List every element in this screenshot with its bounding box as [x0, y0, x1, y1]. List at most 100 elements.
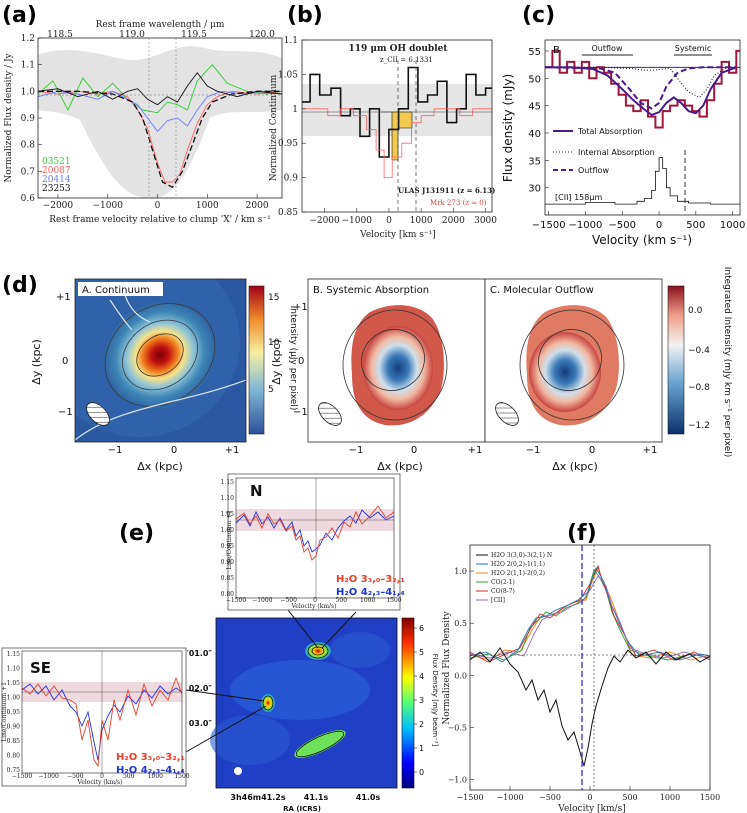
panel-f-xtick-1: −1000 [496, 793, 523, 802]
panel-a-legend-20414: 20414 [42, 175, 71, 185]
panel-d-c-xtick-0: −1 [526, 445, 541, 456]
panel-e-cb-tick-4: 2 [419, 720, 424, 729]
panel-b-xtick-0: −2000 [309, 216, 340, 226]
panel-d-bc-cb-tick-3: −1.2 [688, 421, 710, 431]
panel-a-xtick-3: 1000 [196, 201, 219, 211]
panel-e-source-se-contour [262, 695, 274, 711]
panel-c-legend-outflow: Outflow [578, 166, 609, 175]
panel-e-cb-tick-1: 5 [419, 648, 424, 657]
panel-a-xtick-1: −1000 [92, 201, 123, 211]
panel-e-connector-se-2 [185, 705, 267, 753]
panel-e-dec-tick-1: 02.0″ [189, 684, 213, 693]
panel-e-inset-n-ylabel: Line/Continuum +1 [226, 510, 233, 570]
panel-d-b-ytick-2: −1 [293, 407, 308, 418]
panel-e-inset-se-xtick-1: −1000 [39, 773, 59, 780]
panel-a-top-tick-1: 119.0 [119, 30, 145, 40]
panel-a-ytick-4: 1.0 [21, 87, 36, 97]
panel-e-inset-se-ytick-3: 1.00 [7, 695, 21, 702]
panel-d-bc-cb-tick-1: −0.4 [688, 346, 710, 356]
panel-f-ylabel: Normalized Flux Density [442, 610, 452, 724]
panel-e-inset-se-ytick-8: 0.75 [7, 767, 21, 774]
panel-f-xtick-3: 0 [587, 793, 592, 802]
panel-d-a-contour-3 [136, 333, 184, 377]
panel-b: 119 μm OH doublet z_CII = 6.1331 ULAS J1… [269, 36, 497, 240]
panel-d-a-arc-1 [75, 379, 246, 441]
panel-b-frame [301, 39, 493, 213]
panel-f-ticks: −1500 −1000 −500 0 500 1000 1500 1.0 0.5 0.0 −0.5 −… [448, 567, 721, 802]
panel-e-inset-se-ytick-2: 1.05 [7, 680, 21, 687]
panel-f-series-h2o-202 [470, 566, 710, 663]
panel-f-ytick-4: −1.0 [448, 776, 467, 785]
panel-c-ytick-4: 50 [528, 74, 541, 85]
panel-e-source-n [305, 642, 331, 660]
panel-c-xtick-5: 1000 [720, 220, 745, 231]
panel-f-series-h2o-330 [470, 647, 710, 767]
panel-d-map-outflow [485, 279, 662, 442]
panel-e-inset-n-ytick-1: 1.10 [221, 495, 235, 502]
panel-b-xtick-1: −1000 [342, 216, 373, 226]
panel-b-ytick-1: 0.9 [284, 174, 299, 184]
panel-e: −52°05′01.0″ 02.0″ 03.0″ 3h46m41.2s 41.1… [1, 473, 439, 813]
panel-f-xtick-5: 1000 [660, 793, 680, 802]
panel-b-xtick-4: 2000 [442, 216, 465, 226]
panel-a-ytick-0: 0.6 [21, 194, 36, 204]
panel-e-cb-tick-3: 3 [419, 696, 424, 705]
panel-e-inset-n-xtick-4: 500 [336, 597, 348, 604]
panel-b-ticks: −2000 −1000 0 1000 2000 3000 0.85 0.9 0.95 1 1.05 1… [278, 36, 497, 226]
panel-d-c-title: C. Molecular Outflow [490, 285, 594, 296]
panel-d-a-contour-1 [104, 303, 216, 407]
panel-d-b-title: B. Systemic Absorption [313, 285, 429, 296]
panel-e-inset-n [227, 473, 401, 611]
panel-d-a-cb-tick-1: 10 [268, 338, 280, 348]
panel-a-ticks: −2000 −1000 0 1000 2000 0.6 0.7 0.8 0.9 1.0 1.1 1.2 [21, 34, 269, 211]
panel-f-legend-4: CO(8-7) [491, 588, 515, 595]
panel-a-top-tick-2: 119.5 [181, 30, 207, 40]
panel-d-b-ytick-1: 0 [298, 356, 304, 367]
panel-c-series-1 [545, 66, 737, 117]
panel-label-b: (b) [287, 3, 323, 28]
panel-d: A. Continuum 15 10 5 Intensity (μJy per … [30, 267, 732, 473]
panel-e-inset-se-ytick-7: 0.80 [7, 753, 21, 760]
panel-d-a-contour-2 [122, 319, 198, 391]
panel-e-map-noise-2 [210, 715, 290, 765]
panel-d-c-beam-hatch [495, 402, 519, 426]
panel-f-ytick-2: 0.0 [454, 671, 467, 680]
panel-a-xtick-2: 0 [155, 201, 161, 211]
panel-a-legend-03521: 03521 [42, 157, 71, 167]
panel-c-ytick-5: 55 [528, 47, 541, 58]
panel-d-b-ytick-0: +1 [293, 302, 308, 313]
panel-e-cb-tick-6: 0 [419, 768, 424, 777]
panel-f-series-cii [470, 575, 710, 659]
panel-e-inset-se-xtick-4: 500 [123, 773, 135, 780]
panel-a-ytick-5: 1.1 [21, 61, 35, 71]
panel-d-a-source [103, 300, 217, 410]
panel-c-ylabel: Flux density (mJy) [501, 74, 515, 182]
panel-f-series-co87 [470, 564, 710, 663]
panel-b-ytick-0: 0.85 [278, 208, 298, 218]
panel-c-series-4 [545, 157, 740, 205]
panel-c-ytick-1: 35 [528, 156, 541, 167]
panel-label-a: (a) [2, 3, 37, 28]
panel-d-bc-cb-label: Integrated Intensity (mJy km s⁻¹ per pix… [722, 267, 732, 458]
panel-f-xtick-0: −1500 [456, 793, 483, 802]
panel-b-ylabel: Normalized Continuum [269, 74, 279, 181]
panel-d-b-contour-1 [342, 309, 448, 421]
panel-b-legend-mrk: Mrk 273 (z ≈ 0) [430, 199, 487, 207]
panel-d-a-colorbar [248, 285, 265, 435]
panel-d-b-beam-hatch [318, 402, 342, 426]
panel-c-series-2 [545, 66, 737, 99]
panel-d-a-title-box [78, 282, 163, 296]
panel-d-b-xtick-1: 0 [411, 445, 417, 456]
panel-c-legend-total: Total Absorption [577, 127, 643, 136]
panel-e-inset-se-ytick-1: 1.10 [7, 666, 21, 673]
panel-f-ytick-1: 0.5 [454, 619, 467, 628]
panel-f-legend-1: H2O 2(0,2)-1(1,1) [491, 561, 545, 568]
panel-e-inset-n-xtick-1: −1000 [252, 597, 272, 604]
panel-b-redshift: z_CII = 6.1331 [380, 56, 433, 64]
panel-f-legend-3: CO(2-1) [491, 579, 515, 586]
panel-d-a-frame [74, 278, 247, 443]
panel-c-xtick-2: −500 [609, 220, 636, 231]
panel-f-xtick-6: 1500 [700, 793, 720, 802]
panel-d-bc-cb-tick-0: 0.0 [688, 306, 703, 316]
panel-e-inset-n-legend-blue: H₂O 4₂,₃–4₁,₄ [336, 587, 405, 598]
